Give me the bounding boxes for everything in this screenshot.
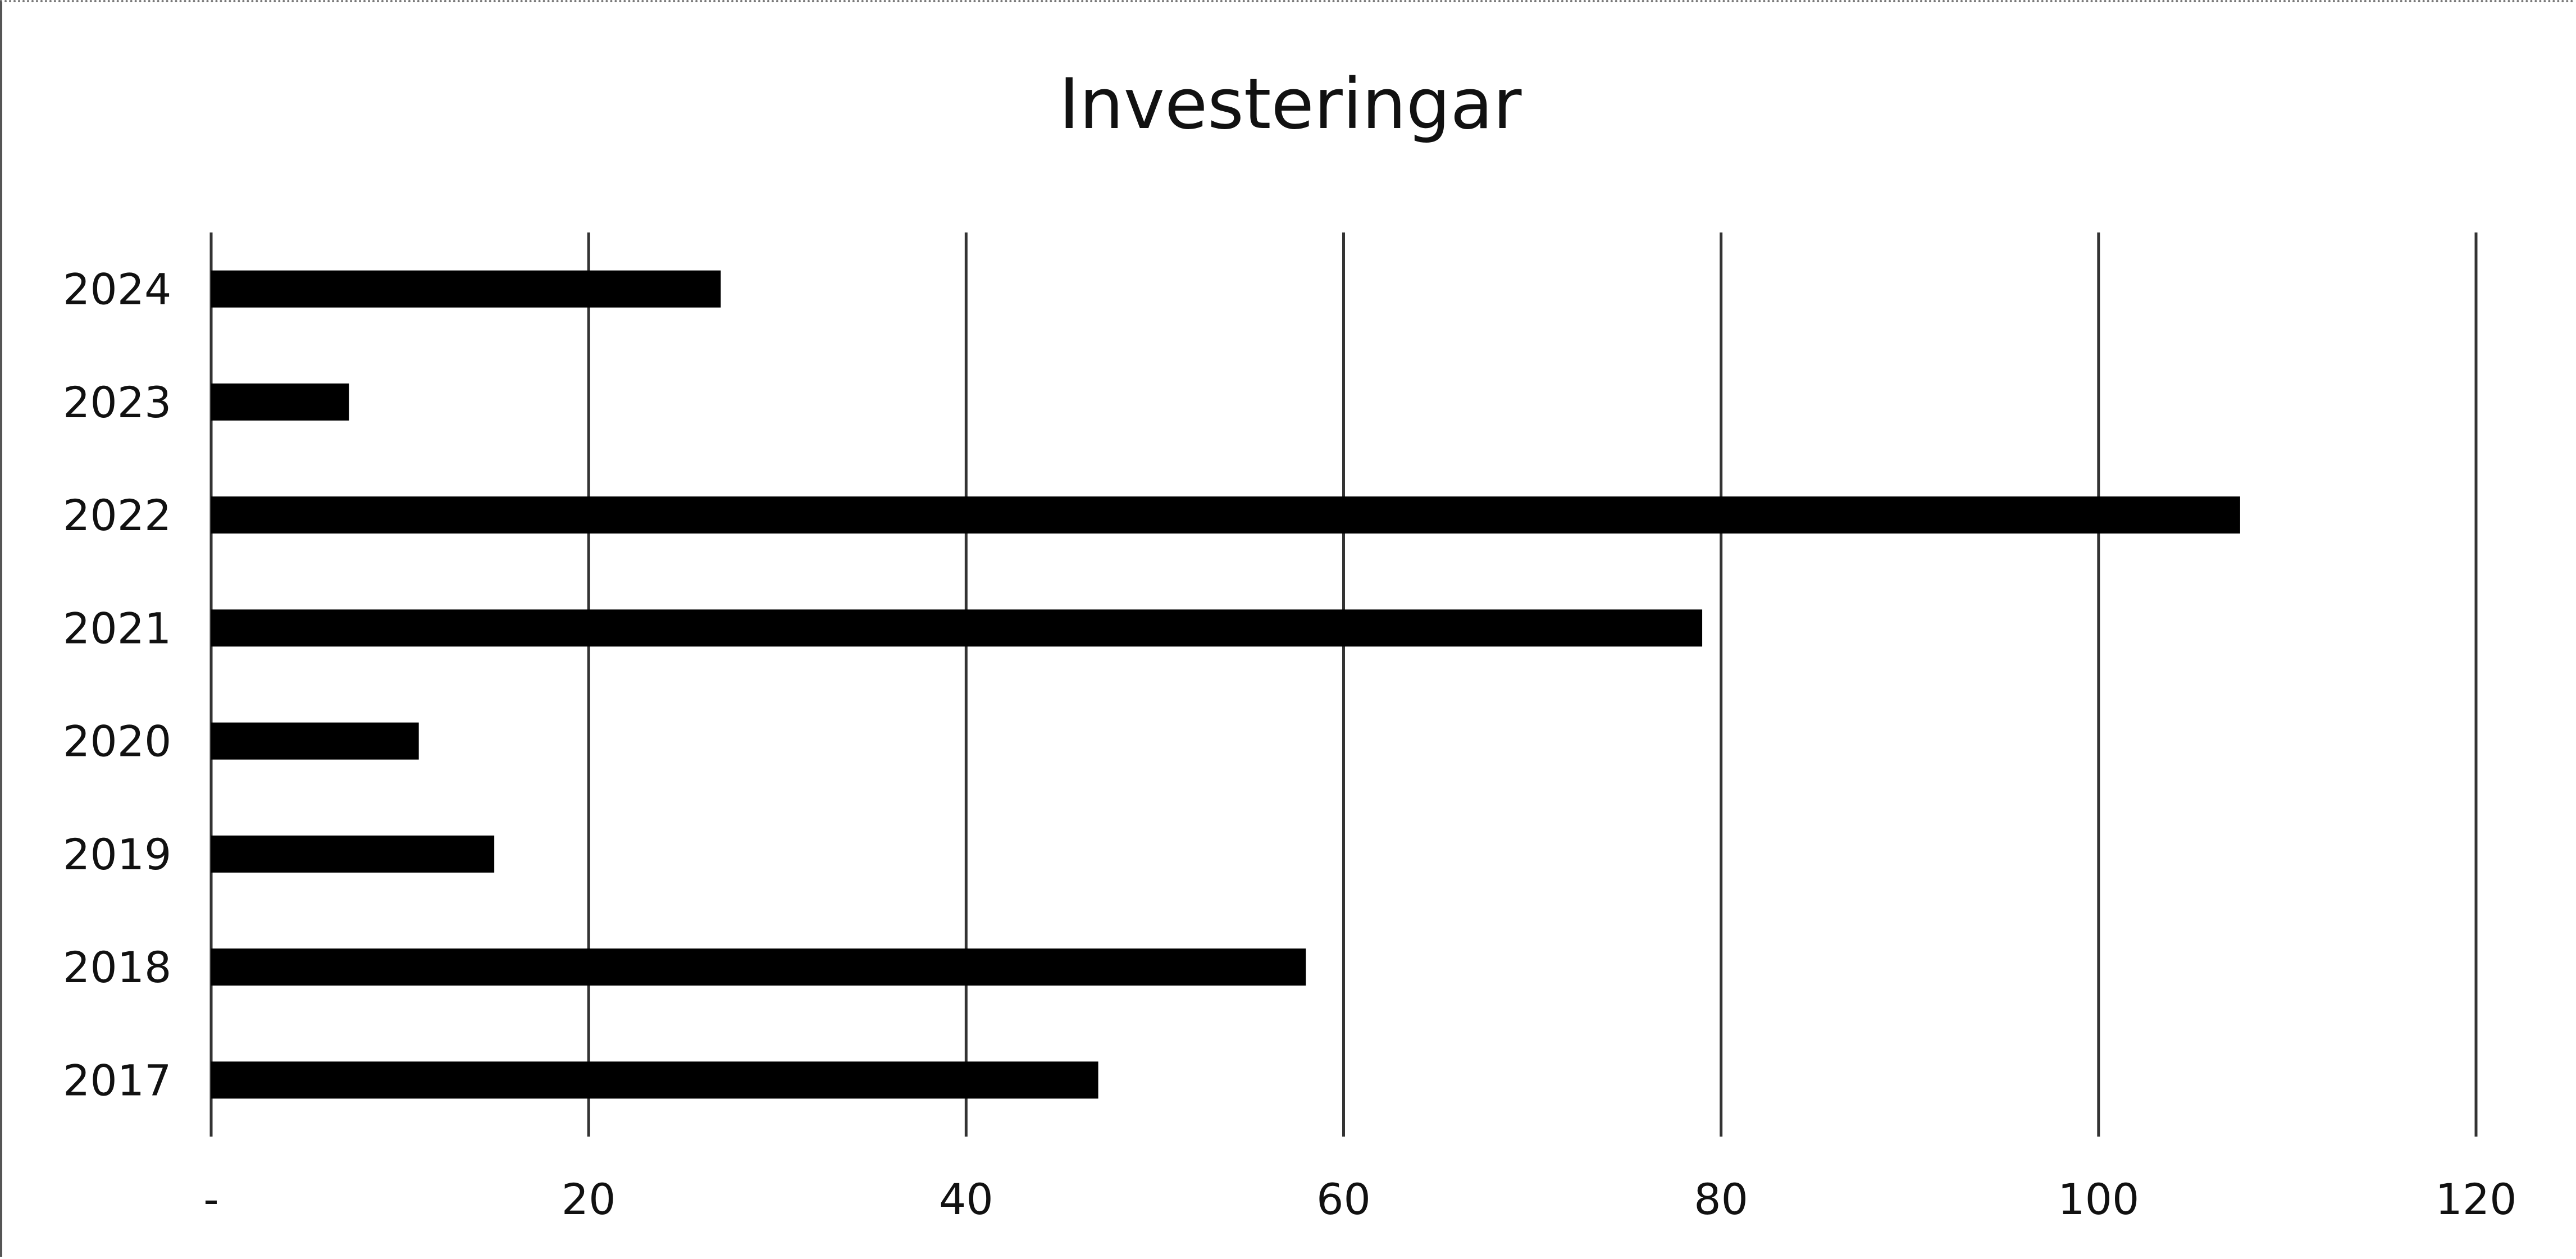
bar-2021 [211,609,1703,647]
bars [211,270,2240,1099]
bar-2020 [211,722,419,760]
bar-2018 [211,948,1306,986]
bar-2023 [211,383,349,421]
x-tick-label: 40 [939,1174,993,1224]
x-axis-ticks: - 20 40 60 80 100 120 [203,1174,2516,1224]
y-category-label: 2018 [63,942,171,992]
y-category-label: 2022 [63,490,171,540]
y-category-label: 2023 [63,377,171,427]
y-category-label: 2017 [63,1055,171,1105]
y-category-label: 2020 [63,717,171,767]
x-tick-label: 20 [562,1174,616,1224]
bar-2019 [211,835,495,873]
y-category-label: 2019 [63,829,171,879]
x-tick-label: 120 [2435,1174,2516,1224]
x-tick-label: 80 [1694,1174,1748,1224]
x-tick-label: 60 [1316,1174,1371,1224]
y-category-label: 2021 [63,603,171,653]
gridlines [209,232,2478,1137]
x-tick-label: - [203,1174,218,1224]
bar-2022 [211,496,2240,534]
y-axis-categories: 2017 2018 2019 2020 2021 2022 2023 2024 [63,264,171,1106]
bar-2024 [211,270,721,308]
bar-2017 [211,1061,1098,1099]
x-tick-label: 100 [2058,1174,2139,1224]
y-category-label: 2024 [63,264,171,314]
chart-title: Investeringar [1059,64,1522,145]
